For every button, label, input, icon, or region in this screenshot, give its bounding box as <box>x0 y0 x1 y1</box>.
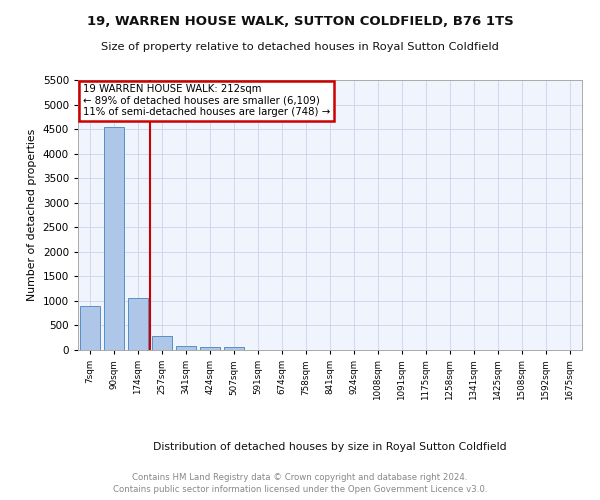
Bar <box>224 348 244 350</box>
Text: 19 WARREN HOUSE WALK: 212sqm
← 89% of detached houses are smaller (6,109)
11% of: 19 WARREN HOUSE WALK: 212sqm ← 89% of de… <box>83 84 330 117</box>
Text: Size of property relative to detached houses in Royal Sutton Coldfield: Size of property relative to detached ho… <box>101 42 499 52</box>
Bar <box>104 126 124 350</box>
Bar <box>152 336 172 350</box>
Bar <box>200 346 220 350</box>
Text: Distribution of detached houses by size in Royal Sutton Coldfield: Distribution of detached houses by size … <box>153 442 507 452</box>
Text: 19, WARREN HOUSE WALK, SUTTON COLDFIELD, B76 1TS: 19, WARREN HOUSE WALK, SUTTON COLDFIELD,… <box>86 15 514 28</box>
Y-axis label: Number of detached properties: Number of detached properties <box>27 129 37 301</box>
Bar <box>128 298 148 350</box>
Bar <box>176 346 196 350</box>
Bar <box>80 306 100 350</box>
Text: Contains public sector information licensed under the Open Government Licence v3: Contains public sector information licen… <box>113 485 487 494</box>
Text: Contains HM Land Registry data © Crown copyright and database right 2024.: Contains HM Land Registry data © Crown c… <box>132 472 468 482</box>
